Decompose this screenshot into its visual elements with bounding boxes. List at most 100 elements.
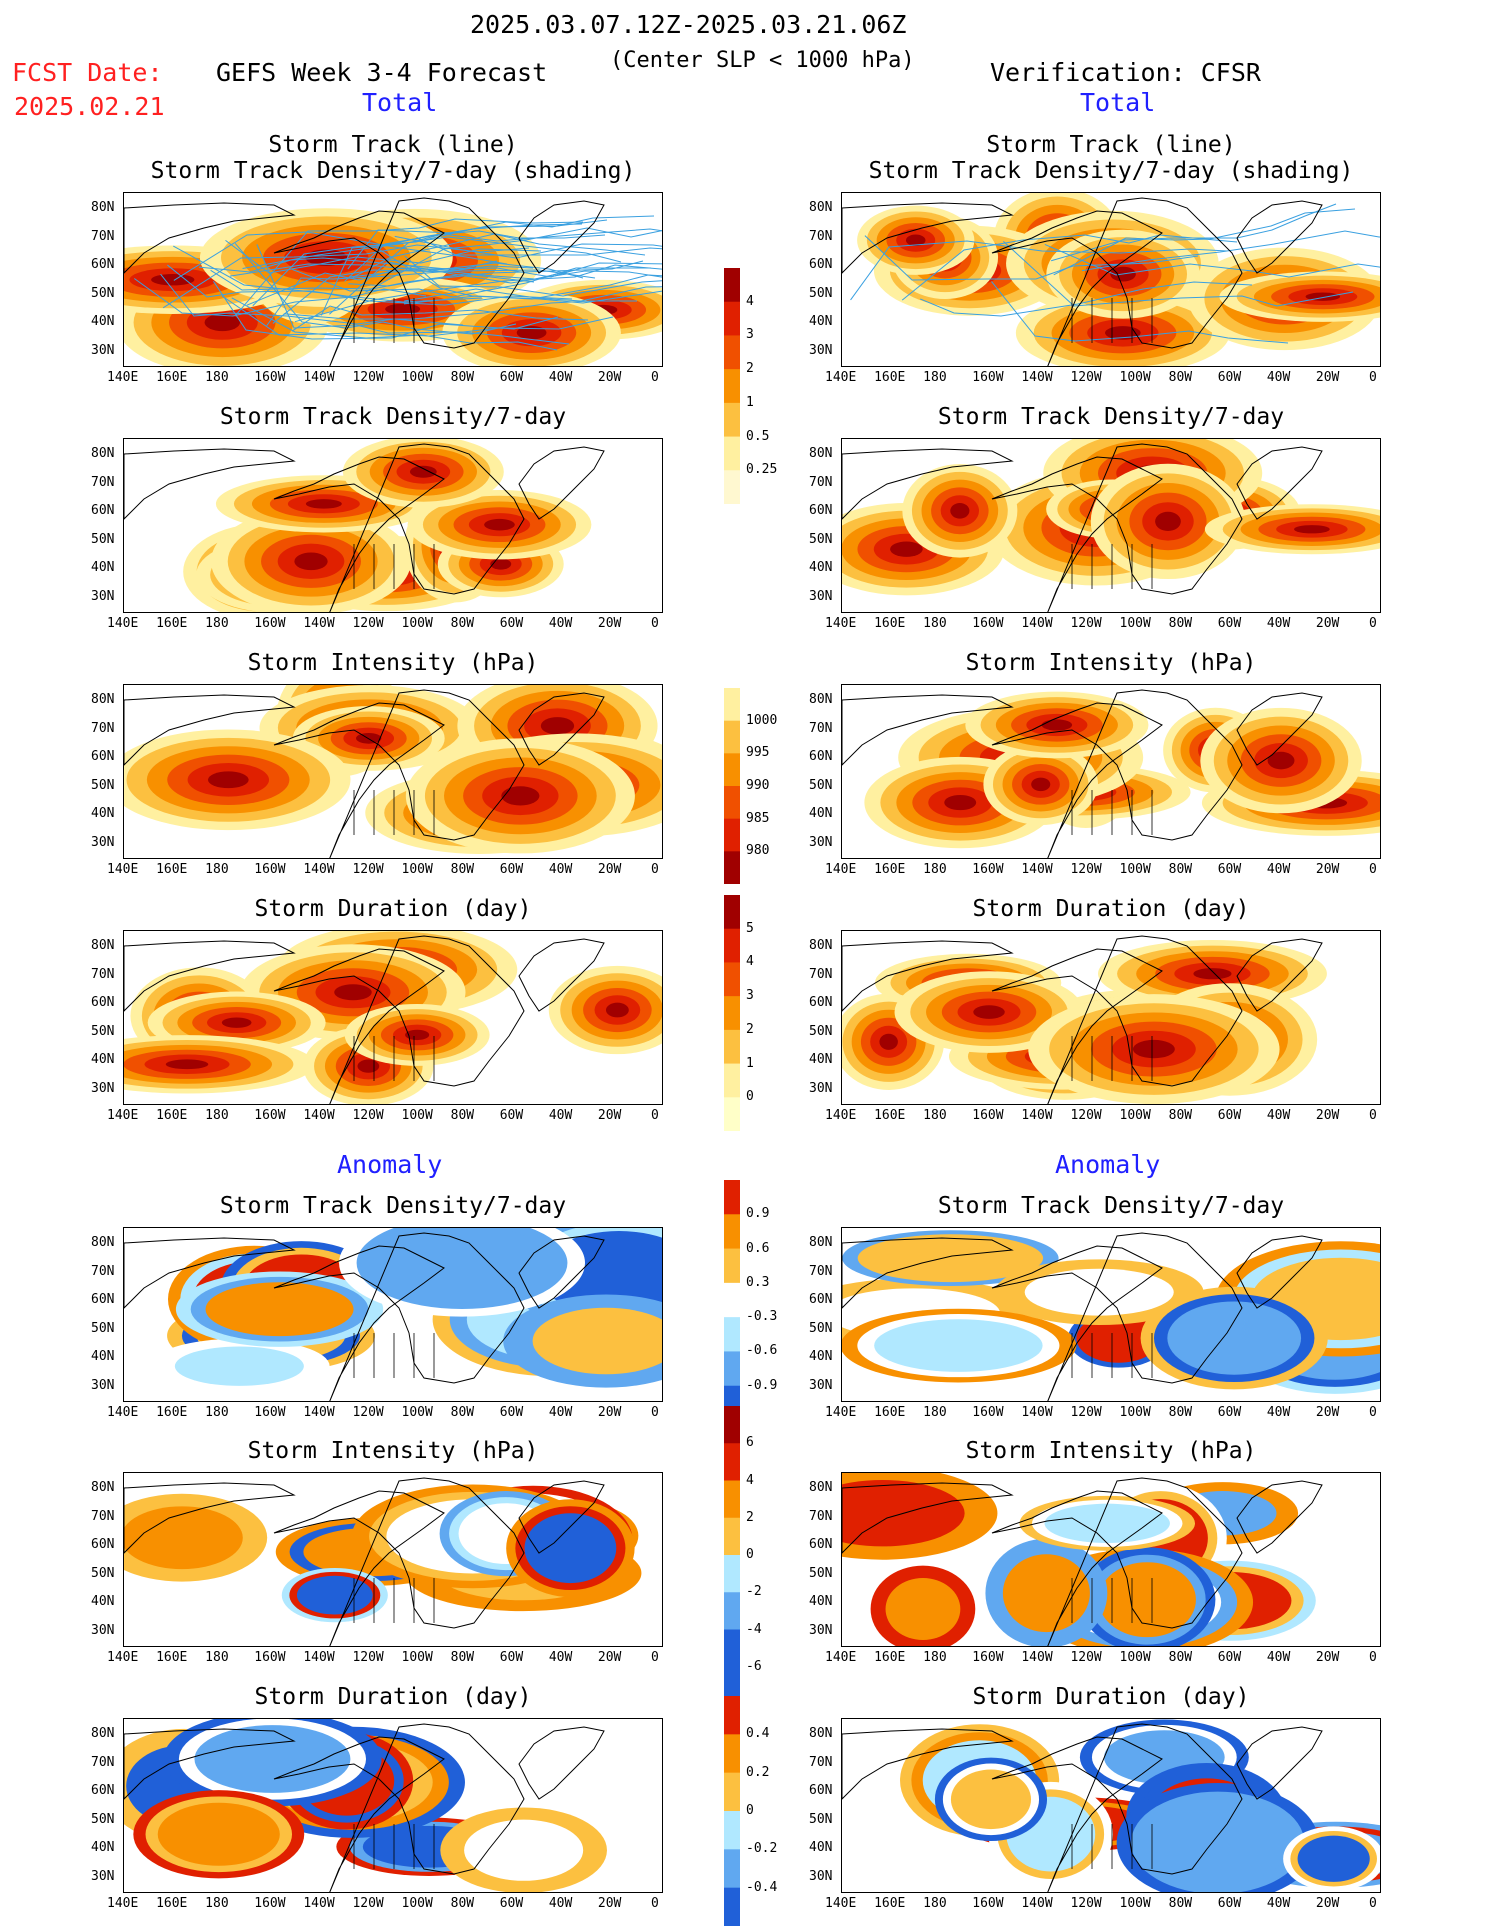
lon-label: 60W: [499, 1896, 524, 1911]
lon-label: 160E: [874, 616, 906, 631]
coastline: [124, 940, 296, 1012]
storm-track-line: [365, 227, 662, 293]
colorbar-label: 1: [746, 394, 754, 410]
coastline: [124, 1237, 296, 1309]
lat-label: 80N: [809, 446, 833, 461]
lon-label: 0: [1369, 1650, 1377, 1665]
colorbar-swatch: [724, 1029, 740, 1065]
shading-cell: [296, 1575, 373, 1615]
lon-label: 60W: [1217, 616, 1242, 631]
shading-cell: [950, 503, 970, 519]
shading-cell: [124, 1506, 243, 1570]
storm-track-line: [225, 239, 542, 274]
lon-label: 100W: [1119, 862, 1151, 877]
right-track-title-1: Storm Track (line): [986, 132, 1236, 158]
coastline: [518, 446, 605, 520]
coastline: [273, 197, 525, 366]
right-anom-duration-title: Storm Duration (day): [972, 1684, 1250, 1710]
coastline: [842, 448, 1014, 520]
lon-label: 80W: [1168, 1108, 1193, 1123]
colorbar-swatch: [724, 1734, 740, 1774]
colorbar-swatch: [724, 1629, 740, 1668]
shading-cell: [205, 1282, 354, 1337]
shading-cell: [944, 794, 977, 811]
map-panel-l-adens: [123, 1227, 663, 1402]
shading-cell: [1002, 1554, 1090, 1633]
shading-cell: [516, 325, 547, 340]
lat-label: 40N: [809, 806, 833, 821]
lon-label: 140W: [303, 616, 335, 631]
lon-label: 20W: [597, 1108, 622, 1123]
storm-track-line: [234, 242, 517, 335]
colorbar-label: -0.9: [746, 1377, 778, 1393]
map-panel-r-aint: [841, 1472, 1381, 1647]
right-density-title: Storm Track Density/7-day: [937, 404, 1285, 430]
storm-track-line: [162, 244, 530, 309]
lon-label: 160W: [972, 1896, 1004, 1911]
storm-track-line: [294, 264, 662, 323]
lon-label: 140W: [303, 1405, 335, 1420]
fcst-label: FCST Date:: [12, 58, 163, 87]
lon-label: 160W: [972, 616, 1004, 631]
map-panel-l-dur: [123, 930, 663, 1105]
lat-label: 50N: [91, 777, 115, 793]
lat-label: 60N: [809, 1783, 833, 1798]
shading-cell: [151, 274, 195, 286]
lat-label: 70N: [809, 474, 833, 490]
lat-label: 40N: [809, 1840, 833, 1855]
lat-label: 40N: [91, 1594, 115, 1609]
shading-cell: [357, 1059, 380, 1073]
coastline: [991, 443, 1243, 612]
map-panel-l-track: [123, 192, 663, 367]
lon-label: 180: [923, 1405, 947, 1420]
lon-label: 0: [651, 1108, 659, 1123]
lon-label: 0: [651, 616, 659, 631]
lat-label: 80N: [809, 1235, 833, 1250]
left-anom-intensity-title: Storm Intensity (hPa): [247, 1438, 539, 1464]
lon-label: 140W: [1021, 616, 1053, 631]
lon-label: 100W: [401, 370, 433, 385]
lat-label: 60N: [91, 1537, 115, 1552]
lon-label: 20W: [1315, 370, 1340, 385]
lat-label: 30N: [91, 1080, 115, 1096]
lon-label: 60W: [1217, 1108, 1242, 1123]
lat-label: 30N: [809, 1622, 833, 1638]
lon-label: 140E: [825, 1405, 857, 1420]
lon-label: 20W: [1315, 1405, 1340, 1420]
lon-label: 140W: [1021, 370, 1053, 385]
lon-label: 0: [651, 1405, 659, 1420]
colorbar-label: 0.25: [746, 462, 778, 478]
colorbar-density_anom: [724, 1180, 740, 1420]
colorbar-label: -0.2: [746, 1841, 778, 1857]
lon-label: 0: [651, 1650, 659, 1665]
lon-label: 0: [1369, 1108, 1377, 1123]
lon-label: 120W: [352, 370, 384, 385]
lon-label: 0: [1369, 862, 1377, 877]
lat-label: 70N: [91, 1508, 115, 1524]
lat-label: 80N: [91, 446, 115, 461]
storm-track-line: [231, 297, 558, 351]
lat-label: 50N: [91, 1023, 115, 1039]
shading-cell: [294, 552, 328, 571]
colorbar-swatch: [724, 786, 740, 820]
lat-label: 30N: [91, 1868, 115, 1884]
colorbar-label: 0.2: [746, 1764, 770, 1780]
coastline: [991, 1723, 1243, 1892]
lon-label: 160E: [156, 1650, 188, 1665]
lat-label: 60N: [91, 1783, 115, 1798]
storm-track-line: [348, 260, 644, 287]
lon-label: 20W: [1315, 1650, 1340, 1665]
lon-label: 160W: [254, 862, 286, 877]
shading-cell: [464, 1819, 584, 1881]
coastline: [991, 197, 1243, 366]
lon-label: 40W: [1266, 1405, 1291, 1420]
coastline: [273, 443, 525, 612]
lat-label: 40N: [809, 560, 833, 575]
storm-track-line: [134, 278, 427, 317]
lat-label: 60N: [91, 749, 115, 764]
shading-cell: [501, 786, 540, 806]
storm-track-line: [352, 233, 646, 278]
coastline: [1236, 200, 1323, 274]
shading-cell: [1132, 1039, 1175, 1059]
coastline: [273, 1477, 525, 1646]
